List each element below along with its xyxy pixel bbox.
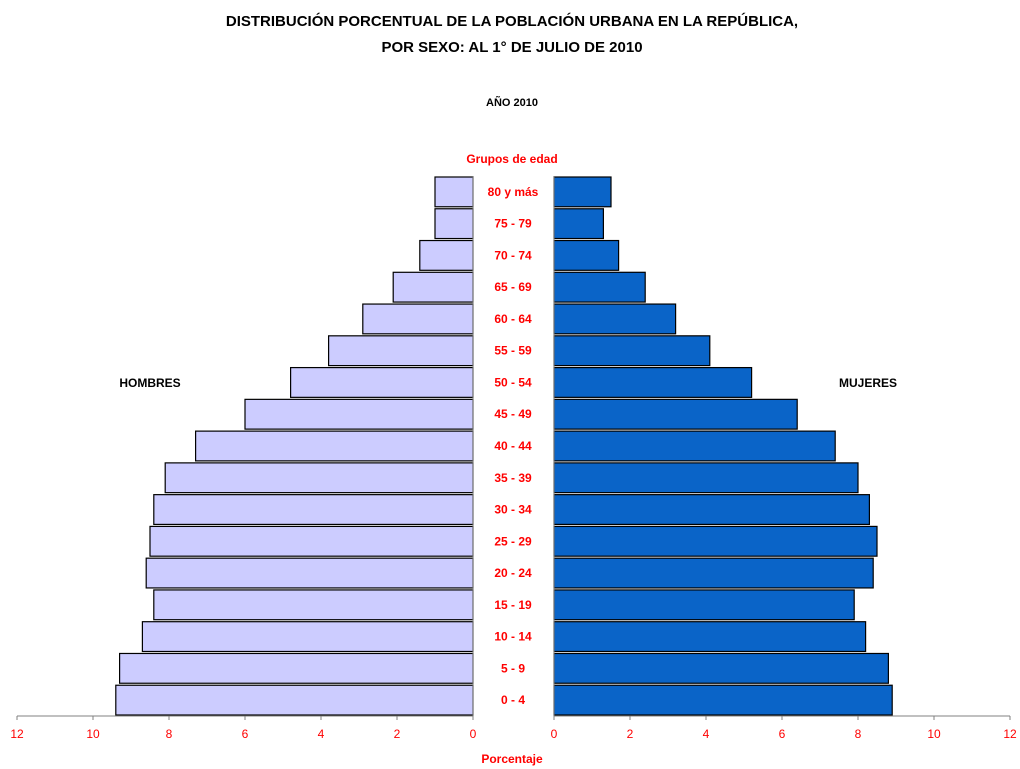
bar-hombres xyxy=(435,177,473,207)
bar-mujeres xyxy=(554,177,611,207)
category-label: 55 - 59 xyxy=(494,344,532,358)
category-label: 50 - 54 xyxy=(494,375,532,389)
bar-mujeres xyxy=(554,590,854,620)
bar-hombres xyxy=(154,590,473,620)
bar-mujeres xyxy=(554,495,869,525)
bar-mujeres xyxy=(554,431,835,461)
bar-mujeres xyxy=(554,558,873,588)
category-label: 20 - 24 xyxy=(494,566,532,580)
category-axis-label: Grupos de edad xyxy=(466,152,557,166)
bar-mujeres xyxy=(554,272,645,302)
bar-hombres xyxy=(245,399,473,429)
x-tick-label-mujeres: 6 xyxy=(779,727,786,741)
bar-mujeres xyxy=(554,304,676,334)
bar-mujeres xyxy=(554,241,619,271)
x-tick-label-hombres: 10 xyxy=(86,727,100,741)
category-label: 60 - 64 xyxy=(494,312,532,326)
x-tick-label-mujeres: 4 xyxy=(703,727,710,741)
bar-hombres xyxy=(116,685,473,715)
series-label-mujeres: MUJERES xyxy=(839,376,897,390)
category-label: 35 - 39 xyxy=(494,471,532,485)
x-axis-label: Porcentaje xyxy=(481,752,543,766)
bar-mujeres xyxy=(554,622,866,652)
x-tick-label-hombres: 8 xyxy=(166,727,173,741)
category-labels-group: 80 y más 75 - 79 70 - 74 65 - 69 60 - 64 55 -… xyxy=(488,185,539,707)
category-label: 40 - 44 xyxy=(494,439,532,453)
series-label-hombres: HOMBRES xyxy=(119,376,180,390)
bar-hombres xyxy=(291,368,473,398)
bar-hombres xyxy=(363,304,473,334)
bar-hombres xyxy=(120,653,473,683)
bar-hombres xyxy=(150,526,473,556)
x-tick-label-mujeres: 2 xyxy=(627,727,634,741)
x-tick-label-hombres: 4 xyxy=(318,727,325,741)
bar-mujeres xyxy=(554,685,892,715)
x-tick-label-mujeres: 8 xyxy=(855,727,862,741)
bar-hombres xyxy=(154,495,473,525)
chart-title-line2: POR SEXO: AL 1° DE JULIO DE 2010 xyxy=(381,39,642,56)
bar-hombres xyxy=(146,558,473,588)
bar-hombres xyxy=(196,431,473,461)
category-label: 70 - 74 xyxy=(494,248,532,262)
bar-hombres xyxy=(435,209,473,239)
category-label: 80 y más xyxy=(488,185,539,199)
x-tick-label-hombres: 6 xyxy=(242,727,249,741)
category-label: 0 - 4 xyxy=(501,693,525,707)
x-tick-label-mujeres: 12 xyxy=(1003,727,1017,741)
bar-mujeres xyxy=(554,368,752,398)
x-tick-label-hombres: 0 xyxy=(470,727,477,741)
category-label: 30 - 34 xyxy=(494,503,532,517)
bar-hombres xyxy=(165,463,473,493)
category-label: 65 - 69 xyxy=(494,280,532,294)
bar-mujeres xyxy=(554,209,603,239)
chart-title-line1: DISTRIBUCIÓN PORCENTUAL DE LA POBLACIÓN … xyxy=(226,12,798,30)
bar-hombres xyxy=(329,336,473,366)
x-tick-label-hombres: 12 xyxy=(10,727,24,741)
chart-subtitle: AÑO 2010 xyxy=(486,96,538,109)
category-label: 10 - 14 xyxy=(494,630,532,644)
x-tick-label-mujeres: 0 xyxy=(551,727,558,741)
bar-hombres xyxy=(142,622,473,652)
category-label: 75 - 79 xyxy=(494,217,532,231)
category-label: 5 - 9 xyxy=(501,661,525,675)
bar-hombres xyxy=(393,272,473,302)
bar-mujeres xyxy=(554,653,888,683)
category-label: 45 - 49 xyxy=(494,407,532,421)
bar-mujeres xyxy=(554,526,877,556)
x-tick-label-hombres: 2 xyxy=(394,727,401,741)
x-tick-label-mujeres: 10 xyxy=(927,727,941,741)
bar-hombres xyxy=(420,241,473,271)
bar-mujeres xyxy=(554,463,858,493)
bar-mujeres xyxy=(554,336,710,366)
category-label: 25 - 29 xyxy=(494,534,532,548)
category-label: 15 - 19 xyxy=(494,598,532,612)
bar-mujeres xyxy=(554,399,797,429)
